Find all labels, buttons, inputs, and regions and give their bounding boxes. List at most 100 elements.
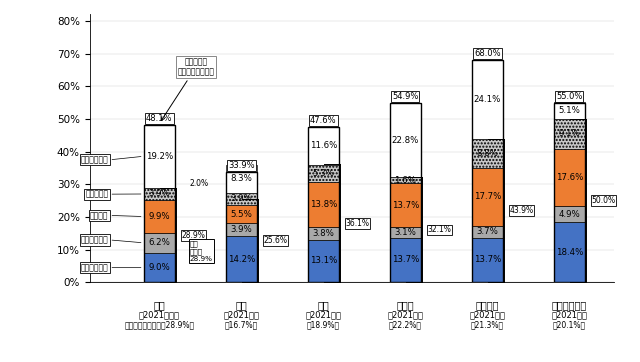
Text: 13.1%: 13.1% xyxy=(310,256,337,265)
Text: 3.9%: 3.9% xyxy=(230,194,252,203)
Text: 英国: 英国 xyxy=(317,300,329,310)
Text: 資産課税等: 資産課税等 xyxy=(85,190,108,199)
Text: 米国: 米国 xyxy=(236,300,247,310)
Text: 36.1%: 36.1% xyxy=(346,219,369,228)
Text: 32.1%: 32.1% xyxy=(428,226,451,235)
Text: 13.7%: 13.7% xyxy=(474,256,501,265)
Bar xyxy=(472,226,503,237)
Text: （2021年）: （2021年） xyxy=(551,310,588,319)
Text: （2021年）: （2021年） xyxy=(469,310,506,319)
Text: 14.2%: 14.2% xyxy=(228,254,255,264)
Text: 11.6%: 11.6% xyxy=(310,141,337,150)
Bar xyxy=(226,236,257,282)
Text: 50.0%: 50.0% xyxy=(591,196,616,205)
Text: 「20.1%」: 「20.1%」 xyxy=(553,320,586,329)
Bar xyxy=(144,125,175,188)
Text: 社会保障負担: 社会保障負担 xyxy=(81,155,108,164)
Text: 54.9%: 54.9% xyxy=(392,92,419,101)
Bar xyxy=(472,168,503,226)
Bar xyxy=(472,60,503,282)
Text: 5.1%: 5.1% xyxy=(558,106,580,115)
Bar xyxy=(472,60,503,139)
Text: 8.3%: 8.3% xyxy=(230,174,252,184)
Bar xyxy=(144,253,175,282)
Text: 28.9%: 28.9% xyxy=(182,231,205,240)
Text: 国民負担率
（対国民所得比）: 国民負担率 （対国民所得比） xyxy=(161,57,214,120)
Bar xyxy=(308,227,339,240)
Bar xyxy=(554,102,585,119)
Text: 3.8%: 3.8% xyxy=(312,229,334,238)
Bar xyxy=(226,172,257,282)
Bar xyxy=(226,205,257,223)
Text: 5.5%: 5.5% xyxy=(230,210,252,219)
Text: 3.9%: 3.9% xyxy=(148,189,170,198)
Bar xyxy=(308,127,339,282)
Text: 25.6%: 25.6% xyxy=(264,236,287,245)
Bar xyxy=(390,183,421,227)
Text: （2021年）: （2021年） xyxy=(223,310,259,319)
Bar xyxy=(390,103,421,177)
Bar xyxy=(554,206,585,222)
Bar xyxy=(308,127,339,165)
Bar xyxy=(554,149,585,206)
Bar xyxy=(390,227,421,237)
Text: 租税
負担率
28.9%: 租税 負担率 28.9% xyxy=(189,241,212,262)
Text: フランス: フランス xyxy=(476,300,499,310)
Text: 「21.3%」: 「21.3%」 xyxy=(471,320,504,329)
Text: （2021年度）: （2021年度） xyxy=(139,310,180,319)
Text: 5.3%: 5.3% xyxy=(312,169,334,178)
Bar xyxy=(308,165,339,182)
Text: （2021年）: （2021年） xyxy=(387,310,423,319)
Bar xyxy=(226,193,257,205)
Bar xyxy=(308,240,339,282)
Text: 日本: 日本 xyxy=(154,300,165,310)
Text: （老年人口比率）（28.9%）: （老年人口比率）（28.9%） xyxy=(124,320,195,329)
Bar xyxy=(472,237,503,282)
Bar xyxy=(554,222,585,282)
Text: 法人所得課税: 法人所得課税 xyxy=(81,235,108,244)
Text: スウェーデン: スウェーデン xyxy=(552,300,587,310)
Text: （2021年）: （2021年） xyxy=(305,310,341,319)
Bar xyxy=(390,103,421,282)
Text: 48.1%: 48.1% xyxy=(146,114,173,123)
Bar xyxy=(144,200,175,233)
Text: 17.6%: 17.6% xyxy=(556,173,583,182)
Text: 6.2%: 6.2% xyxy=(148,238,170,247)
Bar xyxy=(308,182,339,227)
Bar xyxy=(226,165,257,193)
Text: 「18.9%」: 「18.9%」 xyxy=(307,320,340,329)
Bar xyxy=(554,103,585,282)
Text: 3.9%: 3.9% xyxy=(230,225,252,234)
Bar xyxy=(554,119,585,149)
Text: 13.7%: 13.7% xyxy=(392,256,419,265)
Text: 1.6%: 1.6% xyxy=(394,176,416,185)
Bar xyxy=(144,188,175,200)
Text: 19.2%: 19.2% xyxy=(146,152,173,161)
Text: 3.7%: 3.7% xyxy=(476,227,498,236)
Text: 「22.2%」: 「22.2%」 xyxy=(389,320,422,329)
Text: 17.7%: 17.7% xyxy=(474,192,501,201)
Bar xyxy=(390,177,421,183)
Text: 9.9%: 9.9% xyxy=(148,212,170,221)
Text: 43.9%: 43.9% xyxy=(509,206,534,215)
Text: 「16.7%」: 「16.7%」 xyxy=(225,320,258,329)
Text: 13.7%: 13.7% xyxy=(392,201,419,210)
Bar xyxy=(390,237,421,282)
Text: 68.0%: 68.0% xyxy=(474,49,500,58)
Text: 4.9%: 4.9% xyxy=(559,210,580,219)
Text: 22.8%: 22.8% xyxy=(392,136,419,145)
Text: 9.0%: 9.0% xyxy=(148,263,170,272)
Bar xyxy=(226,223,257,236)
Text: 9.1%: 9.1% xyxy=(559,129,580,138)
Text: 3.1%: 3.1% xyxy=(394,228,416,237)
Text: ドイツ: ドイツ xyxy=(397,300,414,310)
Text: 個人所得課税: 個人所得課税 xyxy=(81,263,108,272)
Text: 消費課税: 消費課税 xyxy=(90,211,108,220)
Bar xyxy=(472,139,503,168)
Text: 33.9%: 33.9% xyxy=(228,161,255,170)
Text: 8.8%: 8.8% xyxy=(476,149,498,158)
Text: 18.4%: 18.4% xyxy=(556,248,583,257)
Text: 13.8%: 13.8% xyxy=(310,200,337,209)
Bar xyxy=(144,125,175,282)
Text: 2.0%: 2.0% xyxy=(189,178,209,188)
